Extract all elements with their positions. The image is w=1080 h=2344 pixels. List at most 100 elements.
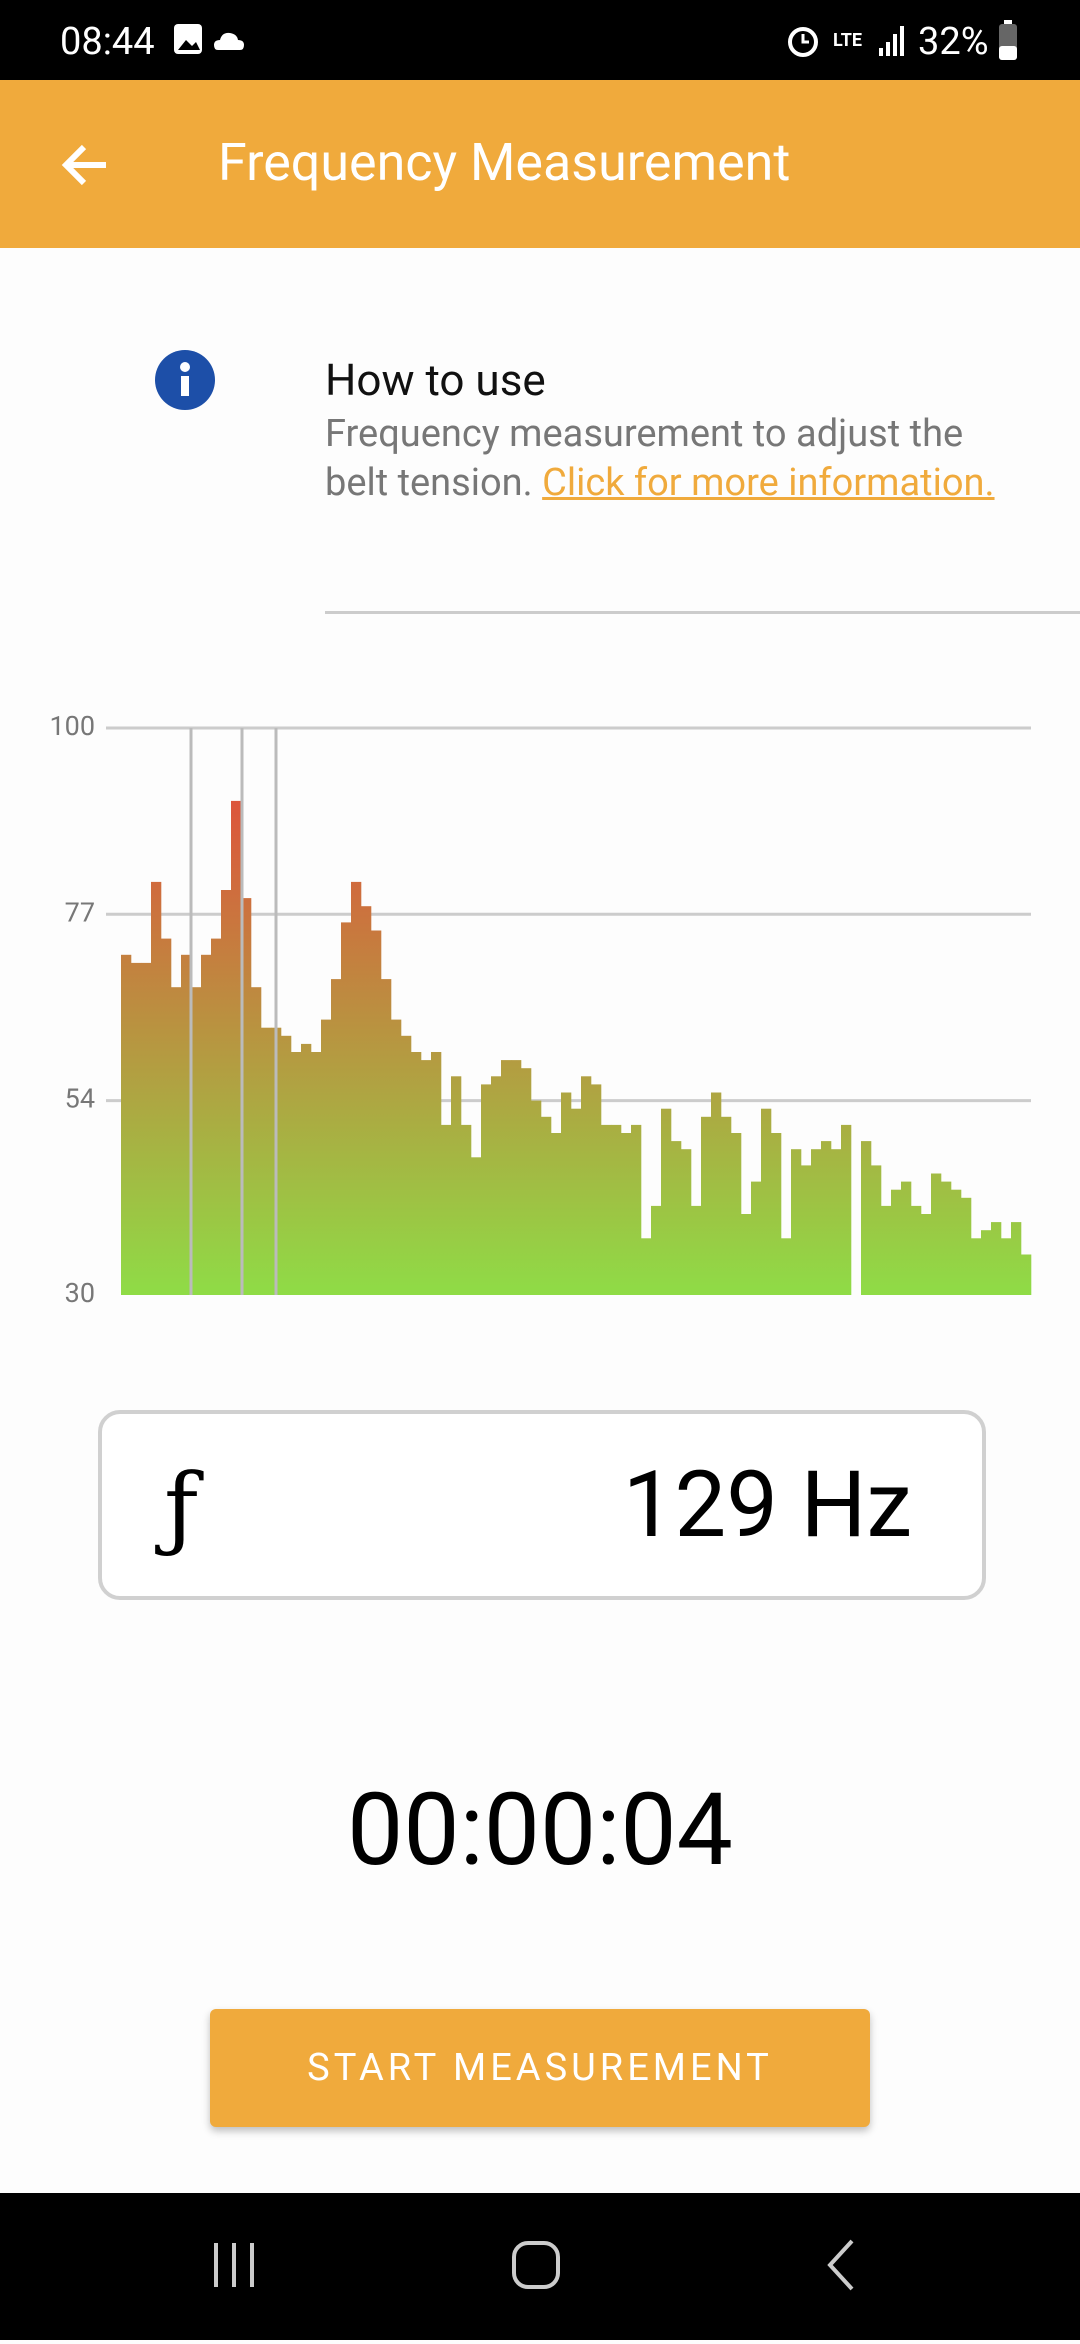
peak-markers bbox=[189, 728, 278, 1295]
bar bbox=[221, 890, 232, 1295]
bar bbox=[751, 1181, 762, 1295]
bar bbox=[711, 1092, 722, 1295]
bar bbox=[451, 1076, 462, 1295]
bar bbox=[231, 800, 242, 1295]
y-tick-label: 30 bbox=[65, 1277, 95, 1309]
bar bbox=[291, 1052, 302, 1295]
bar bbox=[431, 1052, 442, 1295]
home-button[interactable] bbox=[512, 2241, 560, 2289]
battery-icon bbox=[999, 20, 1017, 60]
bar bbox=[621, 1133, 632, 1295]
bar bbox=[511, 1060, 522, 1295]
bar bbox=[921, 1214, 932, 1295]
signal-icon bbox=[879, 26, 904, 56]
bar bbox=[351, 881, 362, 1295]
start-button[interactable]: START MEASUREMENT bbox=[210, 2009, 870, 2127]
bar bbox=[391, 1019, 402, 1295]
bar bbox=[671, 1141, 682, 1295]
bar bbox=[911, 1205, 922, 1295]
bar bbox=[501, 1060, 512, 1295]
nav-icons bbox=[214, 2239, 854, 2291]
bar bbox=[991, 1222, 1002, 1295]
y-tick-label: 77 bbox=[65, 896, 95, 928]
bar bbox=[481, 1084, 492, 1295]
bar bbox=[951, 1189, 962, 1295]
back-button[interactable] bbox=[56, 135, 116, 195]
bar bbox=[121, 954, 132, 1295]
bar bbox=[301, 1043, 312, 1295]
bar bbox=[311, 1052, 322, 1295]
status-bar: 08:44 LTE 32% bbox=[0, 0, 1080, 80]
bar bbox=[831, 1149, 842, 1295]
bar bbox=[441, 1124, 452, 1295]
bar bbox=[691, 1205, 702, 1295]
bar bbox=[931, 1173, 942, 1295]
timer: 00:00:04 bbox=[347, 1772, 733, 1889]
bar bbox=[611, 1124, 622, 1295]
bar bbox=[771, 1133, 782, 1295]
bar bbox=[401, 1035, 412, 1295]
info-link[interactable]: Click for more information. bbox=[542, 461, 995, 505]
bar bbox=[131, 962, 142, 1295]
bar bbox=[781, 1238, 792, 1295]
frequency-display: ƒ 129 Hz bbox=[98, 1410, 986, 1600]
info-heading: How to use bbox=[325, 354, 546, 406]
bar bbox=[171, 987, 182, 1295]
bar bbox=[801, 1165, 812, 1295]
bar bbox=[891, 1189, 902, 1295]
divider bbox=[325, 611, 1080, 614]
bar bbox=[661, 1108, 672, 1295]
alarm-icon bbox=[788, 27, 818, 57]
back-nav-button[interactable] bbox=[827, 2239, 854, 2291]
bar bbox=[561, 1092, 572, 1295]
bar bbox=[861, 1141, 872, 1295]
bar bbox=[281, 1035, 292, 1295]
bar bbox=[791, 1149, 802, 1295]
bar bbox=[541, 1116, 552, 1295]
screen-title: Frequency Measurement bbox=[218, 132, 791, 193]
bar bbox=[811, 1149, 822, 1295]
info-description: Frequency measurement to adjust the belt… bbox=[325, 412, 964, 505]
bar bbox=[841, 1124, 852, 1295]
bar bbox=[631, 1124, 642, 1295]
frequency-value: 129 Hz bbox=[622, 1452, 912, 1559]
bar bbox=[201, 954, 212, 1295]
recents-button[interactable] bbox=[214, 2243, 254, 2287]
bar bbox=[471, 1157, 482, 1295]
bar bbox=[551, 1133, 562, 1295]
y-tick-label: 100 bbox=[49, 710, 95, 742]
bar bbox=[641, 1238, 652, 1295]
bar bbox=[181, 954, 192, 1295]
bar bbox=[741, 1214, 752, 1295]
bar bbox=[881, 1205, 892, 1295]
bar bbox=[161, 938, 172, 1295]
bar bbox=[531, 1100, 542, 1295]
bar bbox=[151, 881, 162, 1295]
bar bbox=[681, 1149, 692, 1295]
bar bbox=[721, 1116, 732, 1295]
bar bbox=[821, 1141, 832, 1295]
bar bbox=[381, 979, 392, 1295]
bar bbox=[731, 1133, 742, 1295]
bar bbox=[701, 1116, 712, 1295]
bar bbox=[1021, 1254, 1032, 1295]
app-bar: Frequency Measurement bbox=[0, 80, 1080, 248]
bar bbox=[761, 1108, 772, 1295]
bar bbox=[961, 1197, 972, 1295]
bar bbox=[601, 1124, 612, 1295]
bar bbox=[321, 1019, 332, 1295]
bar bbox=[411, 1052, 422, 1295]
battery-level: 32% bbox=[918, 20, 989, 64]
bar bbox=[981, 1230, 992, 1295]
bar bbox=[901, 1181, 912, 1295]
info-text: Frequency measurement to adjust the belt… bbox=[325, 410, 1005, 508]
bar bbox=[191, 987, 202, 1295]
bar bbox=[341, 922, 352, 1295]
y-tick-label: 54 bbox=[65, 1083, 95, 1115]
info-icon bbox=[155, 350, 215, 410]
bar bbox=[1011, 1222, 1022, 1295]
nav-bar bbox=[0, 2193, 1080, 2340]
bar bbox=[651, 1205, 662, 1295]
bar bbox=[361, 906, 372, 1295]
